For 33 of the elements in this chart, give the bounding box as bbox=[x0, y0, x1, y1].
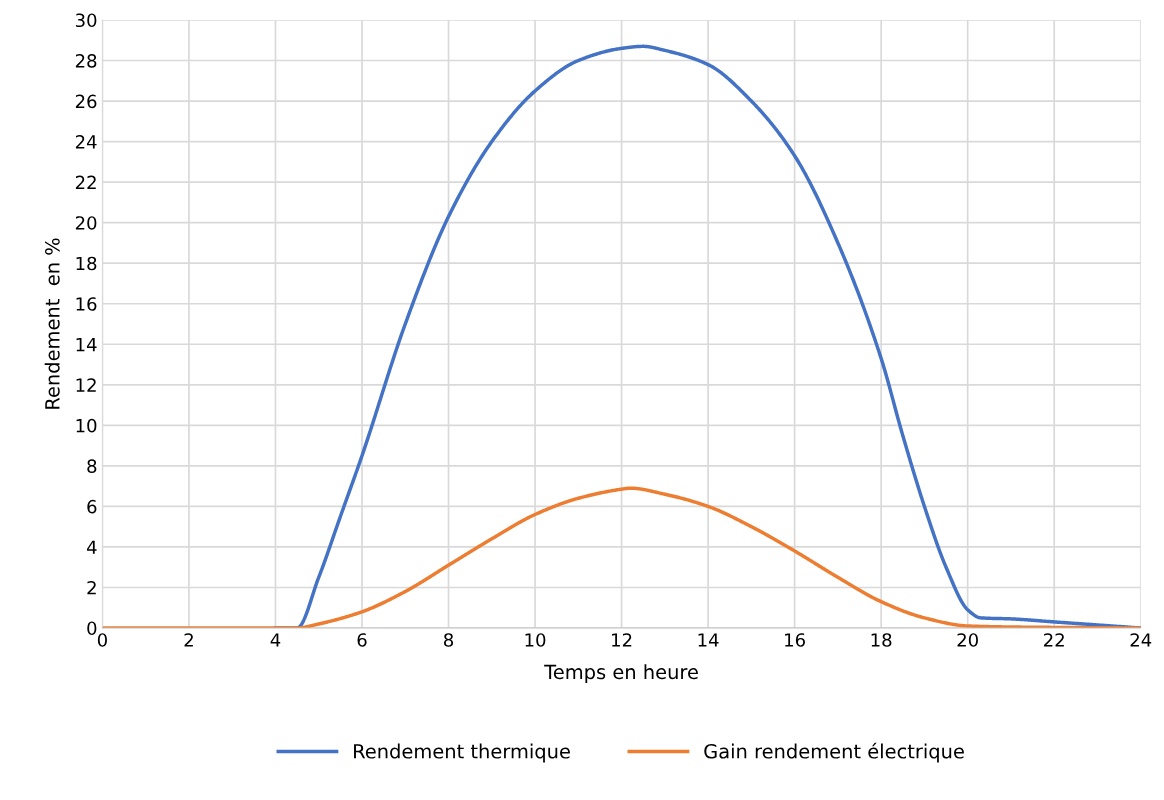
legend-label: Rendement thermique bbox=[354, 743, 570, 763]
x-tick-label: 8 bbox=[444, 633, 454, 647]
x-tick-label: 24 bbox=[1130, 633, 1152, 647]
y-tick-label: 24 bbox=[75, 135, 97, 149]
y-tick-label: 16 bbox=[76, 297, 97, 311]
legend-label: Gain rendement électrique bbox=[704, 742, 964, 763]
y-tick-label: 6 bbox=[87, 499, 97, 514]
x-tick-label: 18 bbox=[871, 633, 892, 647]
x-tick-label: 4 bbox=[270, 633, 281, 647]
x-tick-label: 12 bbox=[612, 633, 632, 647]
y-tick-label: 30 bbox=[75, 13, 97, 28]
y-tick-label: 2 bbox=[87, 580, 96, 595]
y-tick-label: 14 bbox=[76, 337, 97, 352]
y-tick-label: 18 bbox=[76, 256, 97, 271]
x-tick-label: 6 bbox=[357, 633, 367, 647]
y-tick-label: 10 bbox=[76, 418, 97, 433]
y-tick-label: 22 bbox=[75, 175, 96, 189]
x-tick-label: 16 bbox=[785, 633, 805, 647]
x-axis-title: Temps en heure bbox=[544, 664, 698, 684]
y-tick-label: 26 bbox=[75, 94, 97, 109]
y-axis-title: Rendement en % bbox=[44, 238, 60, 409]
y-tick-label: 8 bbox=[87, 459, 97, 473]
y-tick-label: 28 bbox=[75, 53, 97, 68]
y-tick-label: 12 bbox=[76, 378, 96, 392]
y-tick-label: 0 bbox=[87, 621, 97, 636]
x-tick-label: 22 bbox=[1044, 633, 1064, 647]
x-tick-label: 14 bbox=[698, 633, 719, 647]
y-tick-label: 4 bbox=[86, 540, 97, 554]
x-tick-label: 2 bbox=[184, 633, 193, 647]
x-tick-label: 10 bbox=[525, 633, 546, 647]
x-tick-label: 20 bbox=[957, 633, 978, 647]
y-tick-label: 20 bbox=[75, 216, 97, 230]
x-tick-label: 0 bbox=[97, 633, 107, 647]
